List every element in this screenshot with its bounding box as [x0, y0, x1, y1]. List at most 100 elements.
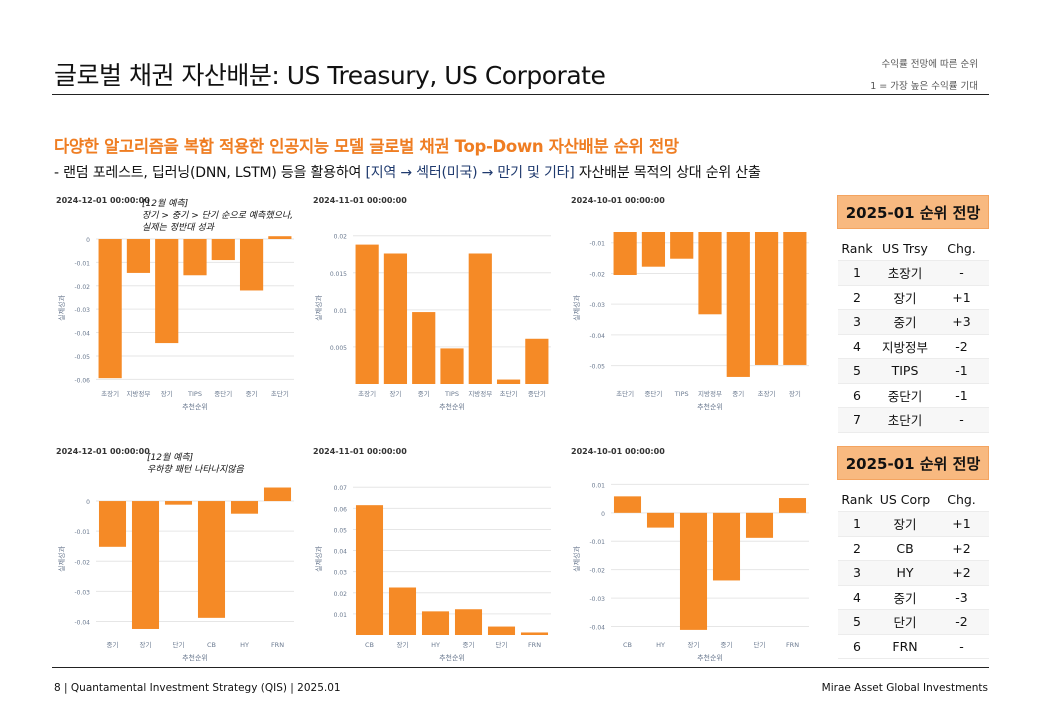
- rank-cell: 3: [838, 309, 876, 335]
- asset-cell: 장기: [876, 511, 934, 537]
- x-tick-label: HY: [431, 641, 440, 649]
- x-tick-label: 단기: [754, 640, 766, 649]
- trsy-chart-2024-12: 2024-12-01 00:00:00 0 -0.01 -0.02 -0.03 -0.0…: [52, 196, 302, 426]
- x-tick-label: 중기: [246, 389, 258, 398]
- trsy-chart-2024-11: 2024-11-01 00:00:00 0.005 0.01 0.015 0.02 초장…: [309, 196, 559, 426]
- x-tick-label: 초단기: [271, 389, 289, 398]
- x-tick-label: 초장기: [358, 389, 376, 398]
- table-row: 4 지방정부 -2: [838, 334, 989, 359]
- bar: [230, 501, 259, 514]
- y-tick-label: 0.01: [592, 482, 606, 489]
- bar: [698, 232, 722, 315]
- bar: [383, 253, 408, 384]
- y-tick-label: 0.02: [334, 234, 348, 241]
- x-axis-title: 추천순위: [439, 653, 465, 662]
- x-tick-label: 중기: [418, 389, 430, 398]
- y-tick-label: 0.005: [330, 345, 347, 352]
- section-headline: 다양한 알고리즘을 복합 적용한 인공지능 모델 글로벌 채권 Top-Down…: [54, 137, 679, 156]
- bar: [679, 512, 708, 630]
- subline-highlight: [지역 → 섹터(미국) → 만기 및 기타]: [365, 165, 575, 181]
- y-tick-label: -0.06: [74, 377, 90, 384]
- bar: [613, 232, 637, 275]
- legend-note-line2: 1 = 가장 높은 수익률 기대: [870, 81, 978, 92]
- y-tick-label: -0.03: [74, 307, 90, 314]
- x-tick-label: 단기: [173, 640, 185, 649]
- trsy-rank-table: Rank US Trsy Chg. 1 초장기 -2 장기 +1 3 중기 +3 4 지방정부 -2…: [838, 236, 989, 433]
- corp-rank-table: Rank US Corp Chg. 1 장기 +1 2 CB +2 3 HY +2 4 중기 -3 5 단…: [838, 487, 989, 659]
- x-tick-label: 중기: [463, 640, 475, 649]
- footer-left: 8 | Quantamental Investment Strategy (QI…: [54, 682, 341, 694]
- x-tick-label: 초단기: [500, 389, 518, 398]
- y-tick-label: 0.01: [334, 612, 348, 619]
- bar: [440, 348, 464, 384]
- footer-divider: [52, 667, 989, 668]
- asset-cell: 초장기: [876, 260, 934, 286]
- rank-cell: 5: [838, 358, 876, 384]
- change-cell: -: [934, 634, 989, 659]
- annotation-line: 장기 > 중기 > 단기 순으로 예측했으나,: [142, 211, 294, 221]
- y-tick-label: 0: [601, 511, 605, 518]
- bar: [520, 632, 549, 635]
- asset-cell: 장기: [876, 285, 934, 310]
- y-tick-label: -0.04: [74, 619, 90, 626]
- asset-cell: TIPS: [876, 358, 934, 384]
- bar-chart-svg: -0.01 -0.02 -0.03 -0.04 -0.05 초단기 중단기 TIPS 지방정부 중…: [572, 232, 809, 411]
- y-axis-title: 실제성과: [314, 295, 323, 321]
- column-header: Chg.: [934, 487, 989, 512]
- rank-cell: 1: [838, 260, 876, 286]
- title-divider: [52, 94, 989, 95]
- x-tick-label: TIPS: [444, 390, 459, 398]
- change-cell: -1: [934, 383, 989, 408]
- bar: [263, 487, 292, 502]
- corp-chart-2024-10: 2024-10-01 00:00:00 0.01 0 -0.01 -0.02 -0.03…: [567, 447, 817, 677]
- annotation-line: [12월 예측]: [142, 199, 189, 209]
- table-row: 6 중단기 -1: [838, 383, 989, 408]
- y-tick-label: -0.03: [74, 589, 90, 596]
- bar: [211, 239, 235, 261]
- bar: [355, 505, 384, 635]
- x-tick-label: 장기: [688, 640, 700, 649]
- y-tick-label: -0.05: [589, 364, 605, 371]
- chart-date-label: 2024-10-01 00:00:00: [571, 196, 665, 205]
- x-axis-title: 추천순위: [439, 402, 465, 411]
- bar: [126, 239, 151, 273]
- bar: [421, 611, 450, 635]
- table-header-row: Rank US Corp Chg.: [838, 487, 989, 512]
- y-tick-label: -0.02: [74, 559, 90, 566]
- x-tick-label: 중기: [107, 640, 119, 649]
- bar: [98, 501, 127, 547]
- table-row: 5 단기 -2: [838, 609, 989, 635]
- x-tick-label: 초장기: [758, 389, 776, 398]
- change-cell: +1: [934, 285, 989, 310]
- bar: [412, 312, 436, 384]
- table-row: 3 HY +2: [838, 560, 989, 586]
- bar: [487, 626, 516, 635]
- x-axis-title: 추천순위: [697, 402, 723, 411]
- corp-chart-2024-11: 2024-11-01 00:00:00 0.01 0.02 0.03 0.04 0.05…: [309, 447, 559, 677]
- corp-annotation: [12월 예측] 우하향 패턴 나타나지않음: [147, 452, 244, 476]
- change-cell: +2: [934, 536, 989, 561]
- y-tick-label: 0.02: [334, 591, 348, 598]
- y-axis-title: 실제성과: [572, 546, 581, 572]
- y-tick-label: 0.01: [334, 308, 348, 315]
- bar: [525, 338, 549, 384]
- bar: [197, 501, 226, 618]
- y-tick-label: -0.04: [589, 333, 605, 340]
- table-row: 4 중기 -3: [838, 585, 989, 610]
- corp-table-header: 2025-01 순위 전망: [837, 446, 989, 480]
- y-axis-title: 실제성과: [57, 295, 66, 321]
- change-cell: -1: [934, 358, 989, 384]
- rank-cell: 5: [838, 609, 876, 635]
- bar: [98, 239, 122, 379]
- chart-date-label: 2024-11-01 00:00:00: [313, 196, 407, 205]
- chart-date-label: 2024-10-01 00:00:00: [571, 447, 665, 456]
- chart-date-label: 2024-11-01 00:00:00: [313, 447, 407, 456]
- y-tick-label: 0.07: [334, 485, 348, 492]
- x-tick-label: HY: [240, 641, 249, 649]
- bar-chart-svg: 0.005 0.01 0.015 0.02 초장기 장기 중기 TIPS 지방정부 초단기 중단기추…: [314, 234, 551, 411]
- column-header: Rank: [838, 487, 876, 512]
- bar: [454, 609, 483, 635]
- trsy-chart-2024-10: 2024-10-01 00:00:00 -0.01 -0.02 -0.03 -0.04…: [567, 196, 817, 426]
- y-tick-label: 0.04: [334, 549, 348, 556]
- x-tick-label: FRN: [786, 641, 799, 649]
